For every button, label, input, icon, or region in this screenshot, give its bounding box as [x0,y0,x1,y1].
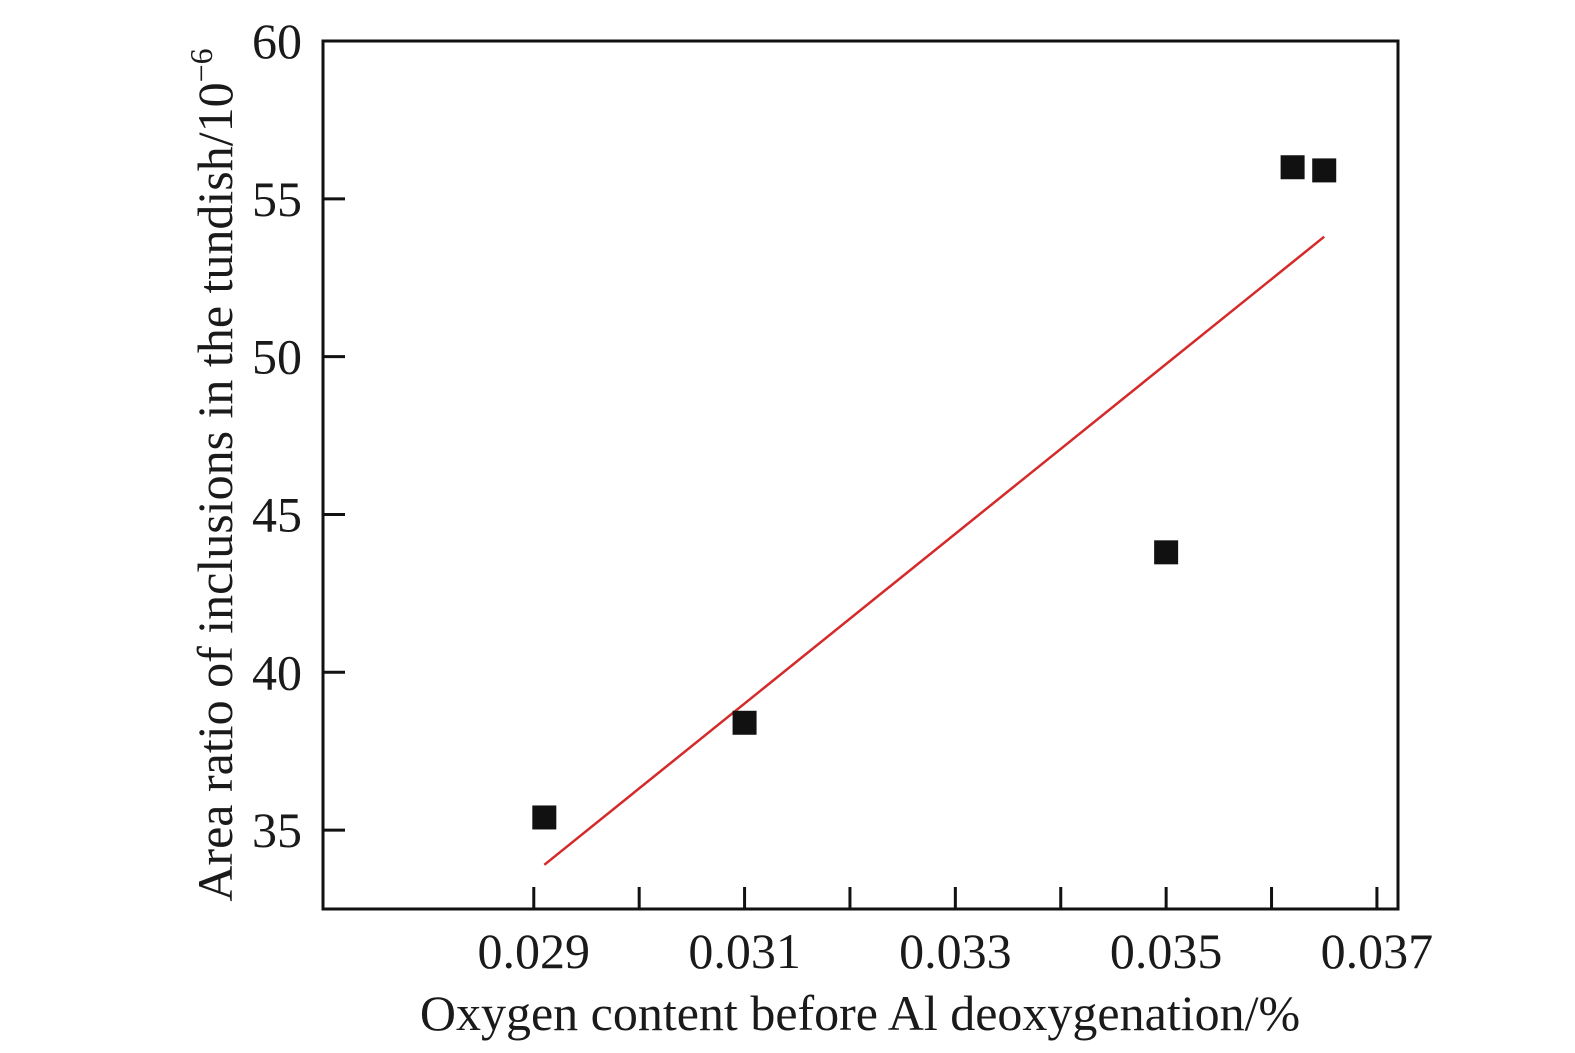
data-point-square [1312,158,1337,183]
y-tick-label: 50 [252,329,302,385]
x-tick-label: 0.037 [1321,923,1434,979]
y-tick-label: 45 [252,486,302,542]
data-points [532,155,1337,830]
plot-frame [321,39,1400,911]
x-axis-ticks: 0.029 0.031 0.033 0.035 0.037 [478,887,1434,979]
x-tick-label: 0.031 [688,923,801,979]
data-point-square [1154,540,1179,565]
y-axis-title-main: Area ratio of inclusions in the tundish/… [187,82,243,901]
data-point-square [1280,155,1305,180]
fit-line-layer [543,235,1326,866]
data-point-square [532,805,557,830]
x-tick-label: 0.033 [899,923,1012,979]
y-tick-label: 35 [252,802,302,858]
x-tick-label: 0.035 [1110,923,1223,979]
x-axis-title: Oxygen content before Al deoxygenation/% [420,985,1300,1041]
linear-fit-line [543,235,1326,866]
data-point-square [732,710,757,735]
y-axis-title-exponent: −6 [183,48,219,82]
y-axis-title: Area ratio of inclusions in the tundish/… [183,48,243,901]
y-tick-label: 40 [252,644,302,700]
x-tick-label: 0.029 [478,923,591,979]
y-tick-label: 55 [252,171,302,227]
y-axis-ticks: 35 40 45 50 55 60 [252,13,345,858]
y-tick-label: 60 [252,13,302,69]
